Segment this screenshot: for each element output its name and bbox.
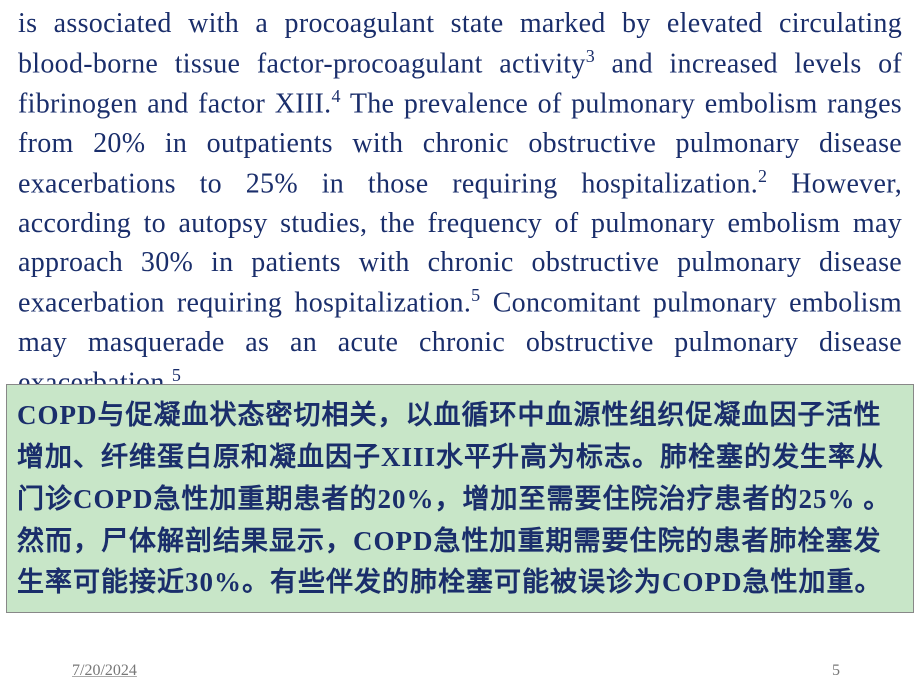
chinese-translation-box: COPD与促凝血状态密切相关，以血循环中血源性组织促凝血因子活性增加、纤维蛋白原… [6, 384, 914, 613]
english-paragraph: is associated with a procoagulant state … [0, 0, 920, 403]
chinese-paragraph: COPD与促凝血状态密切相关，以血循环中血源性组织促凝血因子活性增加、纤维蛋白原… [17, 400, 891, 597]
footer-date: 7/20/2024 [72, 662, 137, 680]
slide-footer: 7/20/2024 5 [0, 658, 920, 680]
footer-page-number: 5 [832, 662, 840, 680]
